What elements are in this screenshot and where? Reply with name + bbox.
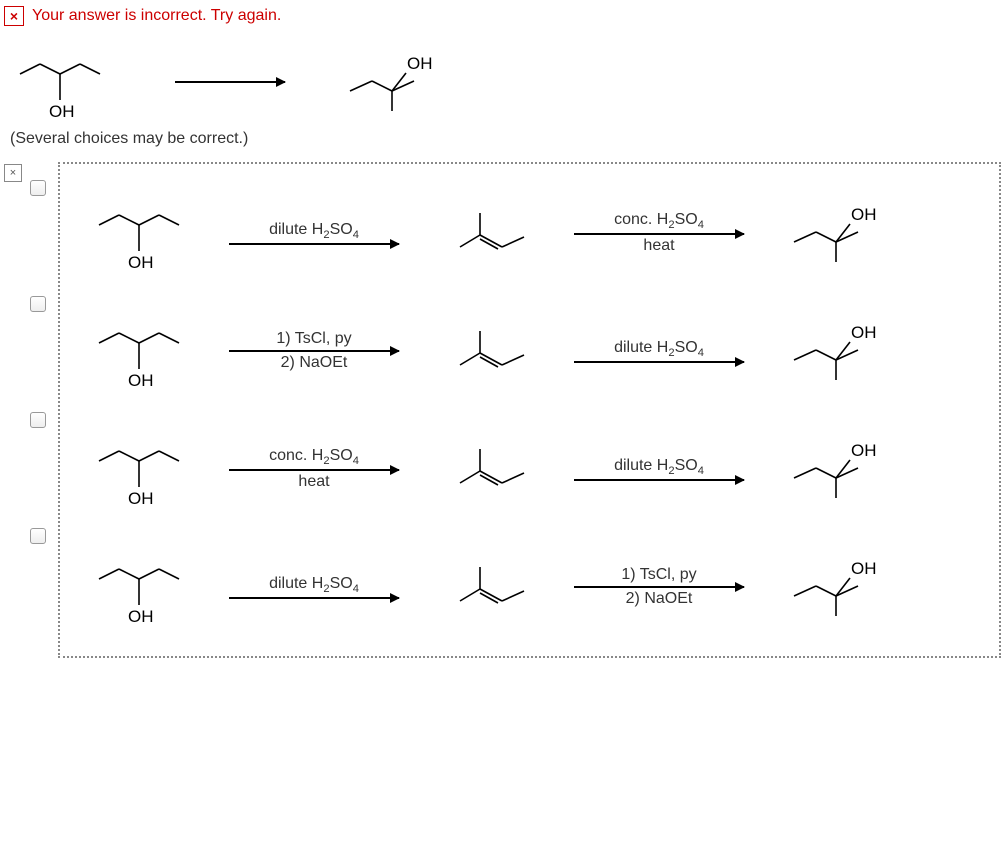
choice-4-start-mol: [89, 547, 199, 627]
multiple-answers-note: (Several choices may be correct.): [10, 130, 1001, 148]
choice-checkbox-2[interactable]: [30, 296, 46, 312]
choices-panel: dilute H2SO4 conc. H2SO4 heat 1) TsCl, py 2)…: [58, 162, 1001, 658]
choice-4-product-mol: [784, 552, 894, 622]
target-reaction: [10, 42, 1001, 122]
error-x-icon: ×: [4, 6, 24, 26]
choice-4-arrow-2: 1) TsCl, py 2) NaOEt: [569, 566, 749, 608]
choice-1-step1-top: dilute H2SO4: [269, 221, 359, 241]
choice-1-start-mol: [89, 193, 199, 273]
choice-1-arrow-2: conc. H2SO4 heat: [569, 211, 749, 255]
choice-row-4: dilute H2SO4 1) TsCl, py 2) NaOEt: [74, 528, 985, 646]
checkbox-column: [30, 162, 52, 544]
choice-2-arrow-1: 1) TsCl, py 2) NaOEt: [224, 330, 404, 372]
choice-3-arrow-1: conc. H2SO4 heat: [224, 447, 404, 491]
question-area: (Several choices may be correct.): [0, 32, 1005, 158]
choice-4-intermediate-mol: [434, 557, 534, 617]
choice-1-step2-bot: heat: [643, 237, 674, 255]
choice-row-2: 1) TsCl, py 2) NaOEt dilute H2SO4: [74, 292, 985, 410]
choice-1-step2-top: conc. H2SO4: [614, 211, 704, 231]
error-message: Your answer is incorrect. Try again.: [32, 7, 281, 25]
choice-3-step2-top: dilute H2SO4: [614, 457, 704, 477]
choice-3-product-mol: [784, 434, 894, 504]
choice-1-intermediate-mol: [434, 203, 534, 263]
choice-checkbox-4[interactable]: [30, 528, 46, 544]
choice-2-arrow-2: dilute H2SO4: [569, 339, 749, 363]
choice-row-1: dilute H2SO4 conc. H2SO4 heat: [74, 174, 985, 292]
choice-2-product-mol: [784, 316, 894, 386]
choice-checkbox-1[interactable]: [30, 180, 46, 196]
choice-row-3: conc. H2SO4 heat dilute H2SO4: [74, 410, 985, 528]
choice-4-step2-bot: 2) NaOEt: [626, 590, 693, 608]
choice-3-start-mol: [89, 429, 199, 509]
error-banner: × Your answer is incorrect. Try again.: [0, 0, 1005, 32]
choice-4-arrow-1: dilute H2SO4: [224, 575, 404, 599]
choice-3-intermediate-mol: [434, 439, 534, 499]
choice-1-product-mol: [784, 198, 894, 268]
choice-3-step1-top: conc. H2SO4: [269, 447, 359, 467]
start-molecule: [10, 42, 120, 122]
choice-2-step2-top: dilute H2SO4: [614, 339, 704, 359]
choice-4-step1-top: dilute H2SO4: [269, 575, 359, 595]
choice-4-step2-top: 1) TsCl, py: [621, 566, 696, 584]
product-molecule: [340, 47, 450, 117]
choice-3-arrow-2: dilute H2SO4: [569, 457, 749, 481]
choice-2-intermediate-mol: [434, 321, 534, 381]
choice-checkbox-3[interactable]: [30, 412, 46, 428]
choice-3-step1-bot: heat: [298, 473, 329, 491]
target-arrow: [140, 81, 320, 83]
choice-2-step1-bot: 2) NaOEt: [281, 354, 348, 372]
close-icon[interactable]: ×: [4, 164, 22, 182]
choice-1-arrow-1: dilute H2SO4: [224, 221, 404, 245]
choice-2-start-mol: [89, 311, 199, 391]
choice-2-step1-top: 1) TsCl, py: [276, 330, 351, 348]
